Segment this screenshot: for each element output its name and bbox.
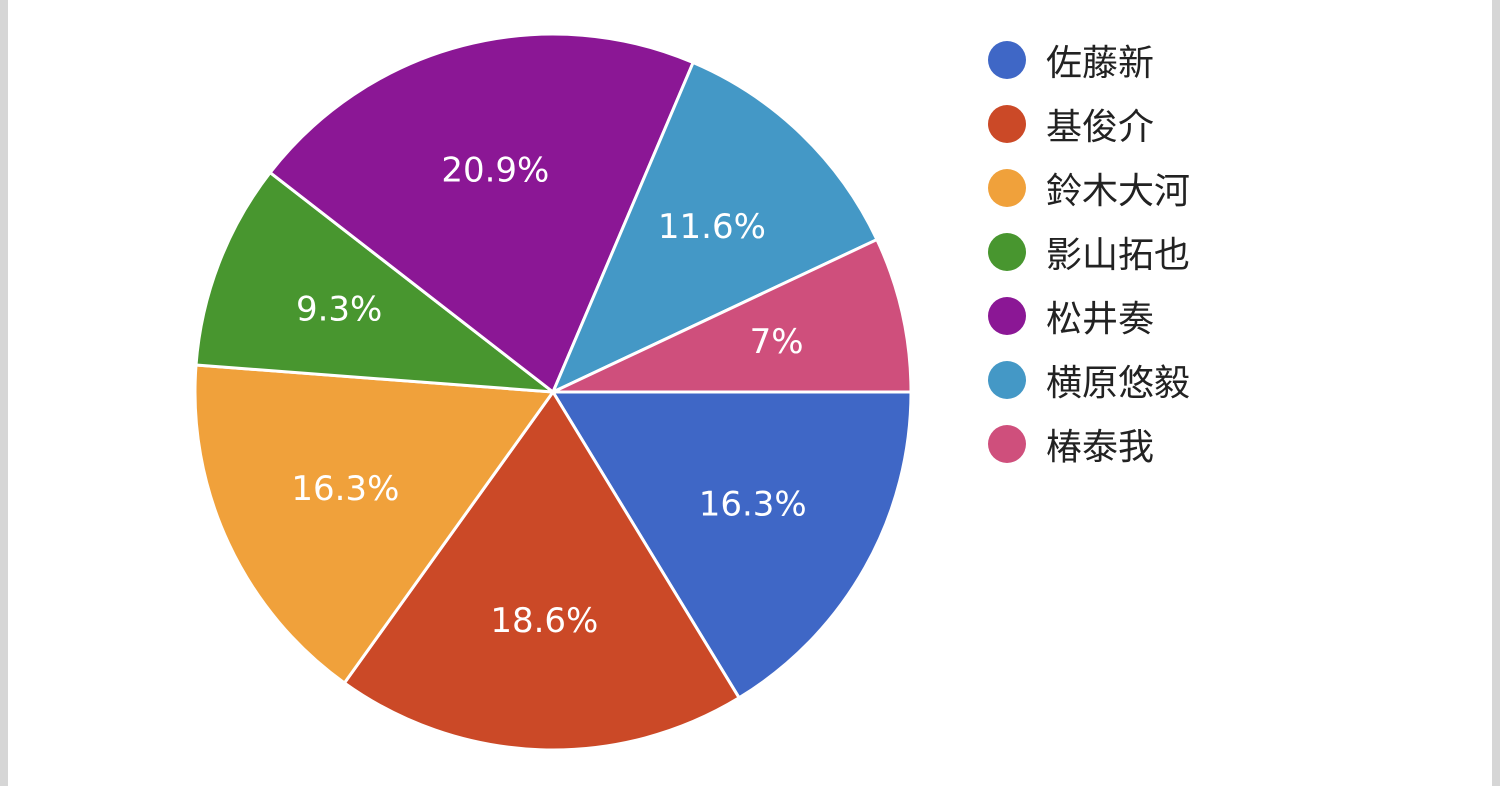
legend-entry: 佐藤新 [988, 28, 1190, 92]
pie-slice [194, 171, 555, 394]
pie-slice-label: 7% [750, 322, 804, 362]
legend-label: 鈴木大河 [1046, 171, 1191, 212]
pie-slice-label: 20.9% [441, 150, 549, 190]
legend-swatch [988, 361, 1026, 399]
legend-entry: 影山拓也 [988, 220, 1190, 284]
pie-slice-label: 18.6% [490, 601, 598, 641]
legend-swatch [988, 169, 1026, 207]
pie-slices [193, 32, 913, 752]
legend-entry: 横原悠毅 [988, 348, 1190, 412]
legend-label: 基俊介 [1046, 107, 1155, 148]
pie-slice [551, 390, 913, 700]
pie-slice [193, 363, 555, 685]
legend-entry: 椿泰我 [988, 412, 1190, 476]
pie-slice-label: 11.6% [658, 207, 766, 247]
legend-swatch [988, 425, 1026, 463]
pie-chart: 16.3% 18.6% 16.3% 9.3% 20.9% 11.6% 7% [193, 32, 913, 752]
legend-label: 松井奏 [1046, 299, 1155, 340]
pie-slice [551, 238, 913, 394]
legend: 佐藤新基俊介鈴木大河影山拓也松井奏横原悠毅椿泰我 [988, 28, 1190, 476]
legend-entry: 基俊介 [988, 92, 1190, 156]
pie-slice [342, 390, 741, 752]
legend-label: 椿泰我 [1046, 427, 1155, 468]
legend-label: 佐藤新 [1046, 43, 1155, 84]
legend-swatch [988, 297, 1026, 335]
legend-label: 横原悠毅 [1046, 363, 1191, 404]
pie-slice-label: 16.3% [699, 484, 807, 524]
pie-slice-labels: 16.3% 18.6% 16.3% 9.3% 20.9% 11.6% 7% [291, 150, 806, 641]
pie-slice [268, 32, 695, 394]
legend-entry: 松井奏 [988, 284, 1190, 348]
pie-slice-label: 16.3% [291, 469, 399, 509]
legend-swatch [988, 233, 1026, 271]
legend-label: 影山拓也 [1046, 235, 1191, 276]
pie-slice-label: 9.3% [296, 290, 382, 330]
legend-swatch [988, 105, 1026, 143]
legend-entry: 鈴木大河 [988, 156, 1190, 220]
legend-swatch [988, 41, 1026, 79]
pie-slice [551, 61, 879, 394]
